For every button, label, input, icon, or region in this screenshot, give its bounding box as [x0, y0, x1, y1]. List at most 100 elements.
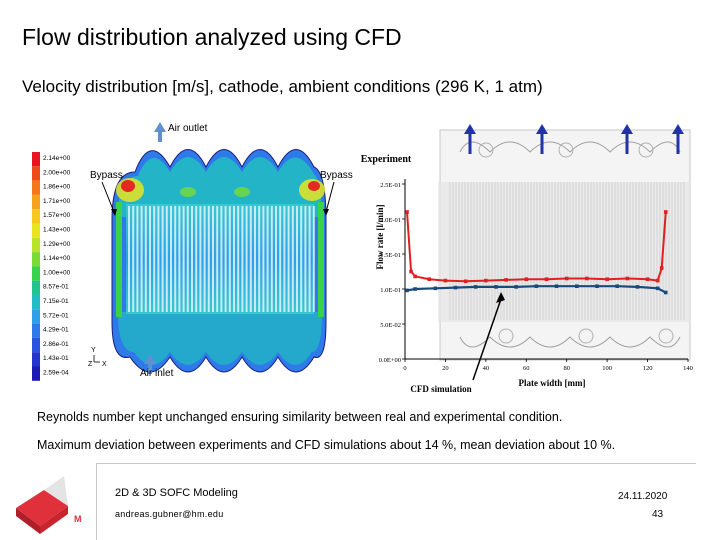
cfd-channels	[128, 206, 315, 312]
cfd-domain	[111, 149, 327, 373]
legend-swatch	[32, 309, 40, 324]
cfd-label-pointer	[472, 298, 502, 381]
data-point	[463, 279, 468, 284]
legend-swatch	[32, 152, 40, 167]
legend-label: 1.43e-01	[43, 355, 69, 362]
hm-logo-icon: M	[16, 476, 82, 534]
data-point	[413, 274, 417, 279]
data-point	[534, 284, 539, 288]
cfd-annotations: Air outlet Air inlet Bypass Bypass Y Z X	[88, 122, 353, 379]
outlet-arrows	[464, 124, 684, 154]
legend-swatch	[32, 295, 40, 310]
data-point	[605, 277, 609, 281]
data-point	[494, 285, 498, 289]
data-point	[484, 278, 488, 283]
legend-swatch	[32, 323, 40, 338]
data-point	[514, 285, 518, 289]
data-point	[595, 284, 599, 288]
data-point	[427, 277, 432, 281]
cfd-bypass-left	[116, 202, 122, 317]
footer-email[interactable]: andreas.gubner@hm.edu	[115, 509, 224, 519]
x-tick-label: 100	[602, 365, 612, 372]
cfd-simulation-label: CFD simulation	[410, 384, 471, 394]
legend-label: 5.72e-01	[43, 312, 69, 319]
x-tick-label: 0	[403, 365, 406, 372]
chart-title: Experiment	[361, 154, 412, 165]
cfd-hotspot-right-core	[308, 181, 320, 191]
y-tick-label: 2.5E-01	[380, 182, 401, 189]
data-point	[635, 285, 640, 289]
axis-z-label: Z	[88, 361, 93, 368]
legend-label: 2.59e-04	[43, 370, 69, 377]
slide-title: Flow distribution analyzed using CFD	[22, 24, 402, 50]
velocity-legend: 2.14e+00 2.00e+00 1.86e+00 1.71e+00 1.57e+00…	[32, 152, 71, 381]
data-point	[663, 290, 668, 295]
legend-swatch	[32, 237, 40, 253]
legend-swatch	[32, 223, 40, 238]
slide-subtitle: Velocity distribution [m/s], cathode, am…	[22, 77, 543, 96]
legend-label: 4.29e-01	[43, 327, 69, 334]
cfd-hotspot-left-core	[121, 180, 135, 192]
x-tick-label: 140	[683, 365, 693, 372]
chart-xlabel: Plate width [mm]	[519, 378, 586, 388]
data-point	[413, 287, 417, 291]
data-point	[655, 278, 660, 283]
data-point	[663, 210, 668, 214]
note-reynolds: Reynolds number kept unchanged ensuring …	[37, 410, 563, 424]
cfd-hotspot-mid1	[180, 187, 196, 197]
axis-y-label: Y	[91, 347, 96, 354]
data-point	[504, 278, 508, 282]
data-point	[659, 266, 664, 270]
legend-label: 1.57e+00	[43, 212, 71, 219]
bypass-right-label: Bypass	[320, 170, 353, 181]
x-tick-label: 20	[442, 365, 449, 372]
data-point	[554, 284, 559, 288]
cfd-bypass-right	[318, 202, 324, 317]
y-tick-label: 2.0E-01	[380, 217, 401, 224]
chart-ylabel: Flow rate [l/min]	[375, 205, 385, 270]
legend-label: 2.14e+00	[43, 155, 71, 162]
legend-label: 2.86e-01	[43, 341, 69, 348]
legend-swatch	[32, 166, 40, 181]
data-point	[405, 210, 409, 214]
axis-x-label: X	[102, 361, 107, 368]
data-point	[453, 285, 458, 290]
footer-course: 2D & 3D SOFC Modeling	[115, 487, 238, 499]
cfd-channel-field	[126, 204, 314, 314]
data-point	[433, 286, 438, 291]
y-tick-label: 5.0E-02	[380, 322, 401, 329]
legend-swatch	[32, 352, 40, 367]
x-tick-label: 40	[483, 365, 490, 372]
legend-swatch	[32, 337, 40, 353]
legend-swatch	[32, 194, 40, 210]
legend-label: 1.43e+00	[43, 227, 71, 234]
air-inlet-label: Air inlet	[140, 368, 174, 379]
page-number: 43	[652, 509, 664, 520]
data-point	[645, 277, 650, 281]
data-point	[473, 285, 478, 289]
legend-label: 1.14e+00	[43, 255, 71, 262]
data-point	[625, 276, 630, 281]
cfd-bottom-manifold	[118, 312, 322, 365]
x-tick-label: 60	[523, 365, 530, 372]
data-point	[544, 277, 549, 281]
legend-swatch	[32, 366, 40, 381]
legend-label: 1.71e+00	[43, 198, 71, 205]
figure-svg: 2.14e+00 2.00e+00 1.86e+00 1.71e+00 1.57e+00…	[32, 122, 693, 394]
cfd-label-pointer-head	[496, 292, 505, 303]
data-point	[615, 284, 620, 288]
note-deviation: Maximum deviation between experiments an…	[37, 438, 616, 452]
legend-label: 7.15e-01	[43, 298, 69, 305]
legend-swatch	[32, 266, 40, 281]
legend-label: 1.29e+00	[43, 241, 71, 248]
legend-swatch	[32, 209, 40, 224]
cfd-hotspot-mid2	[234, 187, 250, 197]
legend-label: 1.00e+00	[43, 269, 71, 276]
footer-divider	[96, 463, 696, 464]
y-tick-label: 0.0E+00	[379, 357, 401, 364]
data-point	[564, 276, 569, 281]
svg-text:M: M	[74, 514, 82, 524]
x-tick-label: 120	[643, 365, 653, 372]
legend-swatch	[32, 280, 40, 295]
cfd-top-manifold	[118, 157, 322, 217]
